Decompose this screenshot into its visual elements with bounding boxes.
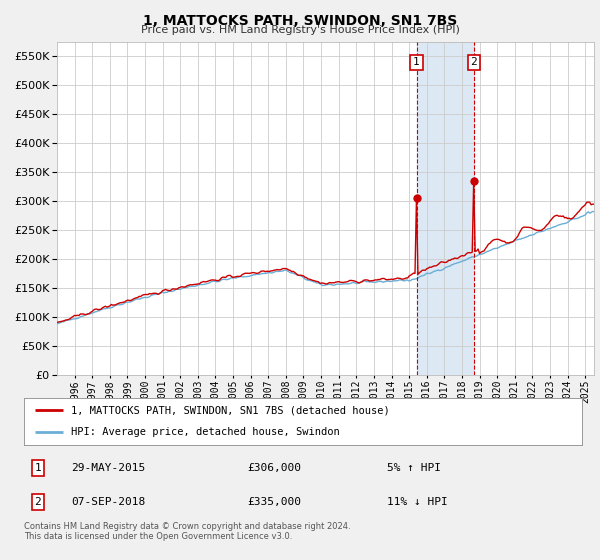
Text: 1: 1: [35, 463, 41, 473]
Text: 2: 2: [470, 57, 477, 67]
Text: 11% ↓ HPI: 11% ↓ HPI: [387, 497, 448, 507]
Text: 29-MAY-2015: 29-MAY-2015: [71, 463, 146, 473]
Text: HPI: Average price, detached house, Swindon: HPI: Average price, detached house, Swin…: [71, 427, 340, 437]
Text: Contains HM Land Registry data © Crown copyright and database right 2024.
This d: Contains HM Land Registry data © Crown c…: [24, 522, 350, 542]
Text: £306,000: £306,000: [247, 463, 301, 473]
Text: 1: 1: [413, 57, 420, 67]
Text: 1, MATTOCKS PATH, SWINDON, SN1 7BS: 1, MATTOCKS PATH, SWINDON, SN1 7BS: [143, 14, 457, 28]
Bar: [416, 42, 474, 375]
Text: 07-SEP-2018: 07-SEP-2018: [71, 497, 146, 507]
Text: Price paid vs. HM Land Registry's House Price Index (HPI): Price paid vs. HM Land Registry's House …: [140, 25, 460, 35]
Text: 2: 2: [35, 497, 41, 507]
Text: £335,000: £335,000: [247, 497, 301, 507]
Text: 5% ↑ HPI: 5% ↑ HPI: [387, 463, 440, 473]
Text: 1, MATTOCKS PATH, SWINDON, SN1 7BS (detached house): 1, MATTOCKS PATH, SWINDON, SN1 7BS (deta…: [71, 405, 390, 416]
